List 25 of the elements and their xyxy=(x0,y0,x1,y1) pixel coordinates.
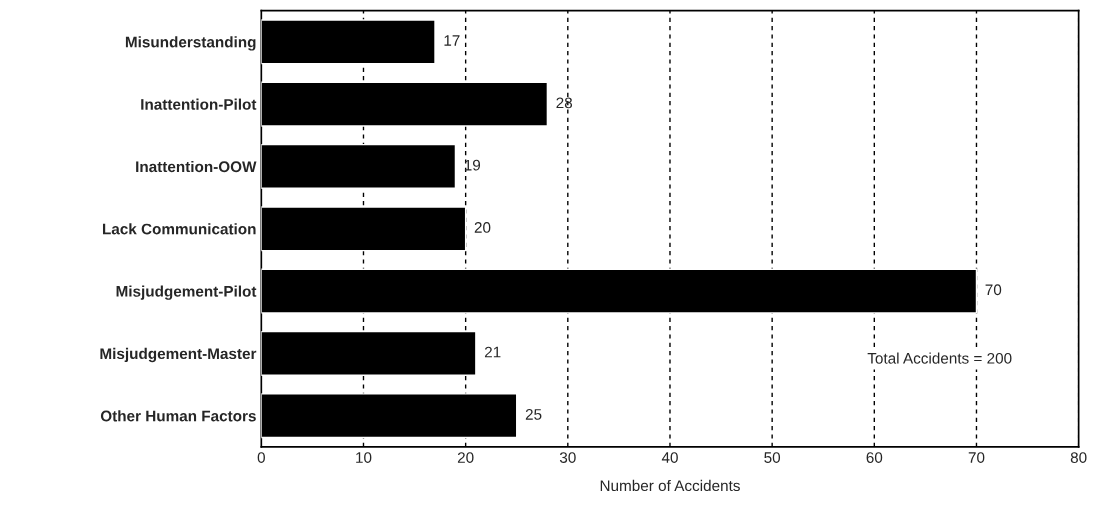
data-label: 21 xyxy=(484,346,501,358)
annotation: Total Accidents = 200 xyxy=(867,352,1012,364)
y-tick-label: Lack Communication xyxy=(102,223,256,235)
x-tick-label: 30 xyxy=(559,452,576,463)
y-tick-label: Misjudgement-Pilot xyxy=(116,285,257,300)
x-tick-label: 0 xyxy=(257,452,265,463)
x-tick-label: 60 xyxy=(866,452,883,463)
y-tick-label: Misunderstanding xyxy=(125,36,256,51)
data-label: 19 xyxy=(464,159,481,171)
x-axis-title: Number of Accidents xyxy=(600,479,740,492)
x-tick-label: 70 xyxy=(968,452,985,463)
y-tick-label: Misjudgement-Master xyxy=(100,347,257,363)
x-tick-label: 50 xyxy=(764,452,781,463)
data-label: 28 xyxy=(556,97,573,109)
x-tick-label: 80 xyxy=(1070,452,1087,463)
x-tick-label: 10 xyxy=(356,452,372,463)
data-label: 70 xyxy=(985,284,1002,296)
data-label: 17 xyxy=(444,35,460,46)
x-tick-label: 20 xyxy=(457,452,474,463)
x-tick-label: 40 xyxy=(661,452,678,463)
data-label: 20 xyxy=(474,222,491,233)
y-tick-label: Inattention-Pilot xyxy=(141,98,257,110)
y-tick-label: Inattention-OOW xyxy=(136,160,257,173)
y-tick-label: Other Human Factors xyxy=(100,410,256,422)
data-label: 25 xyxy=(525,409,542,420)
